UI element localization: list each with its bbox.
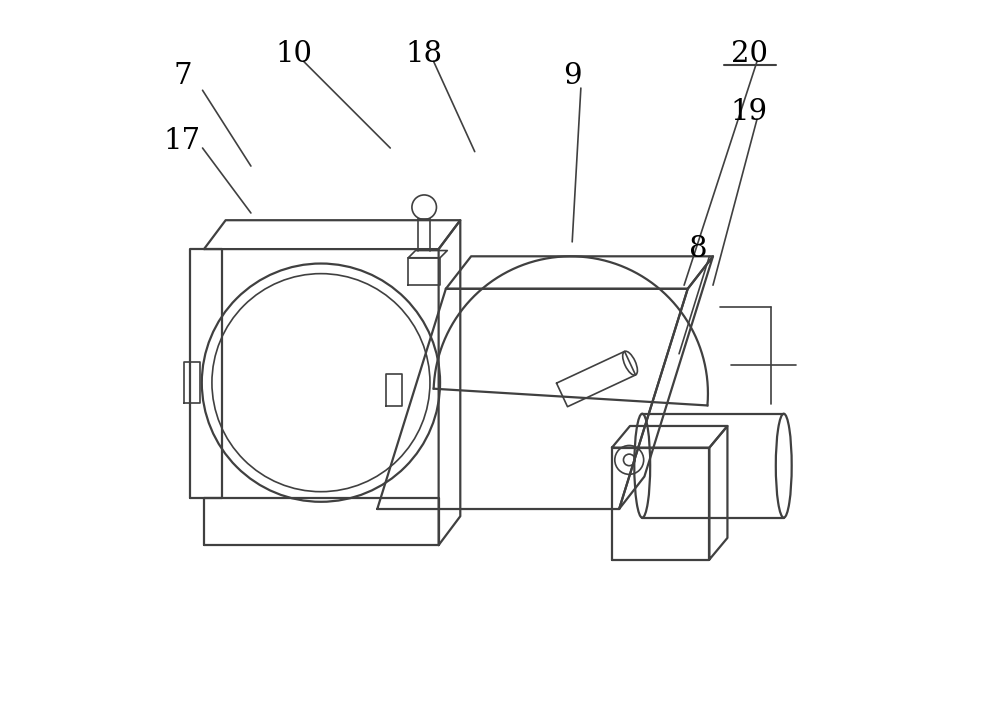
Text: 19: 19 — [731, 98, 768, 126]
Text: 18: 18 — [406, 40, 443, 68]
Text: 8: 8 — [689, 235, 708, 263]
Text: 9: 9 — [563, 62, 582, 90]
Text: 20: 20 — [731, 40, 768, 68]
Text: 7: 7 — [173, 62, 192, 90]
Text: 10: 10 — [276, 40, 313, 68]
Text: 17: 17 — [164, 127, 201, 155]
